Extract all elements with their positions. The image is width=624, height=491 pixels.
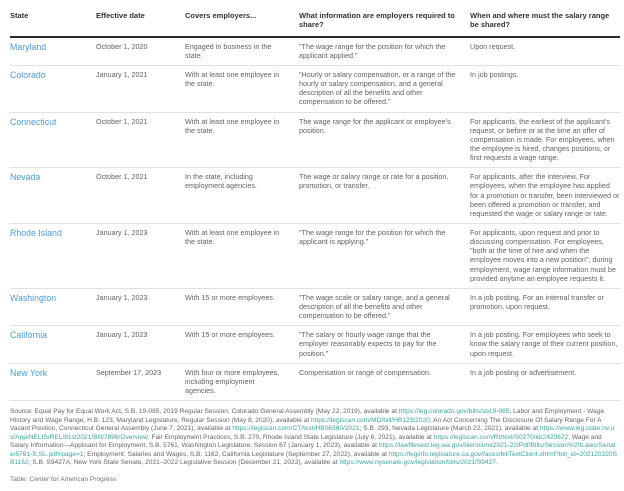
effective-date-cell: January 1, 2023	[96, 228, 148, 237]
when-cell: For applicants, the earliest of the appl…	[470, 116, 615, 163]
source-link[interactable]: https://legiscan.com/CT/text/HB06380/202…	[232, 425, 360, 433]
table-row-connecticut: Connecticut October 1, 2021 With at least …	[10, 113, 620, 169]
covers-cell: With four or more employees, including e…	[185, 367, 280, 395]
covers-cell: In the state, including employment agenc…	[185, 172, 257, 191]
info-cell: The wage or salary range or rate for a p…	[299, 172, 449, 191]
table-header-row: State Effective date Covers employers...…	[10, 5, 620, 38]
table-row-california: California January 1, 2023 With 15 or more…	[10, 326, 620, 364]
column-header-information: What information are employers required …	[299, 11, 455, 30]
when-cell: In job postings.	[470, 70, 519, 80]
source-text-segment: ; S.B. S9427A, New York State Senate, 20…	[28, 459, 340, 467]
covers-cell: With at least one employee in the state.	[185, 116, 280, 135]
column-header-state: State	[10, 11, 29, 20]
source-text-segment: ; Labor and Employment - Wage History an…	[10, 408, 605, 424]
state-link-colorado[interactable]: Colorado	[10, 70, 46, 81]
state-cell: Nevada	[10, 168, 96, 223]
source-text-segment: ; Employment: Salaries and Wages, S.B. 1…	[83, 450, 389, 458]
state-cell: California	[10, 326, 96, 362]
state-link-washington[interactable]: Washington	[10, 292, 57, 303]
covers-cell: With 15 or more employees.	[185, 292, 275, 302]
info-cell: "The wage range for the position for whi…	[299, 228, 446, 247]
effective-date-cell: October 1, 2021	[96, 172, 148, 182]
state-link-rhode-island[interactable]: Rhode Island	[10, 228, 62, 238]
covers-cell: With at least one employee in the state.	[185, 70, 280, 89]
effective-date-cell: January 1, 2023	[96, 292, 148, 302]
source-link[interactable]: https://legiscan.com/RI/text/S0270/id/24…	[433, 433, 569, 441]
source-text-segment: ; Wage and Salary Information—Applicant …	[10, 433, 602, 450]
column-header-effective-date: Effective date	[96, 11, 145, 20]
when-cell: For applicants, after the interview. For…	[470, 172, 620, 218]
effective-date-cell: January 1, 2023	[96, 330, 148, 340]
state-cell: New York	[10, 364, 96, 400]
info-cell: "Hourly or salary compensation, or a ran…	[299, 70, 456, 107]
source-link[interactable]: https://www.leg.state.nv.us/App/NELIS/RE…	[10, 425, 615, 441]
state-link-connecticut[interactable]: Connecticut	[10, 116, 57, 127]
effective-date-cell: October 1, 2020	[96, 41, 148, 51]
info-cell: The wage range for the applicant or empl…	[299, 116, 451, 135]
source-link[interactable]: https://lawfilesext.leg.wa.gov/biennium/…	[10, 442, 616, 458]
column-header-covers: Covers employers...	[185, 11, 257, 20]
column-header-when-where: When and where must the salary range be …	[470, 11, 610, 30]
info-cell: Compensation or range of compensation.	[299, 367, 431, 377]
table-body: Maryland October 1, 2020 Engaged in busine…	[10, 38, 620, 402]
table-row-new-york: New York September 17, 2023 With four or m…	[10, 364, 620, 402]
source-text-segment: ; S.B. 293, Nevada Legislature (March 22…	[359, 425, 540, 433]
state-link-nevada[interactable]: Nevada	[10, 172, 41, 183]
when-cell: For applicants, upon request and prior t…	[470, 228, 616, 283]
when-cell: In a job posting. For an internal transf…	[470, 292, 604, 311]
source-text-segment: Source: Equal Pay for Equal Work Act, S.…	[10, 408, 399, 416]
covers-cell: With at least one employee in the state.	[185, 228, 280, 247]
state-link-maryland[interactable]: Maryland	[10, 41, 47, 52]
effective-date-cell: September 17, 2023	[96, 367, 162, 377]
when-cell: In a job posting. For employees who seek…	[470, 330, 618, 358]
when-cell: In a job posting or advertisement.	[470, 367, 577, 377]
table-credit: Table: Center for American Progress	[10, 476, 117, 484]
info-cell: "The wage range for the position for whi…	[299, 41, 446, 60]
state-cell: Washington	[10, 289, 96, 325]
source-link[interactable]: https://www.nysenate.gov/legislation/bil…	[339, 459, 496, 467]
effective-date-cell: January 1, 2021	[96, 70, 148, 80]
source-text: Source: Equal Pay for Equal Work Act, S.…	[10, 408, 620, 468]
state-cell: Rhode Island	[10, 224, 96, 288]
covers-cell: Engaged in business in the state.	[185, 41, 272, 60]
state-cell: Maryland	[10, 38, 96, 65]
info-cell: "The salary or hourly wage range that th…	[299, 330, 437, 358]
table-row-nevada: Nevada October 1, 2021 In the state, inclu…	[10, 168, 620, 224]
source-text-segment: .	[495, 459, 498, 467]
state-cell: Connecticut	[10, 113, 96, 168]
state-link-new-york[interactable]: New York	[10, 367, 48, 378]
when-cell: Upon request.	[470, 41, 516, 51]
info-cell: "The wage scale or salary range, and a g…	[299, 292, 450, 321]
covers-cell: With 15 or more employees.	[185, 330, 275, 340]
table-row-colorado: Colorado January 1, 2021 With at least one…	[10, 66, 620, 113]
state-link-california[interactable]: California	[10, 330, 48, 341]
source-link[interactable]: https://leg.colorado.gov/bills/sb19-085	[398, 408, 510, 416]
table-row-rhode-island: Rhode Island January 1, 2023 With at least…	[10, 224, 620, 289]
state-cell: Colorado	[10, 66, 96, 112]
table-row-maryland: Maryland October 1, 2020 Engaged in busine…	[10, 38, 620, 67]
table-row-washington: Washington January 1, 2023 With 15 or more…	[10, 289, 620, 327]
source-text-segment: ; An Act Concerning The Disclosure Of Sa…	[10, 416, 602, 433]
effective-date-cell: October 1, 2021	[96, 116, 148, 126]
source-text-segment: ; Fair Employment Practices, S.B. 270, R…	[147, 433, 434, 441]
source-link[interactable]: https://legiscan.com/MD/bill/HB123/2020	[311, 416, 430, 424]
